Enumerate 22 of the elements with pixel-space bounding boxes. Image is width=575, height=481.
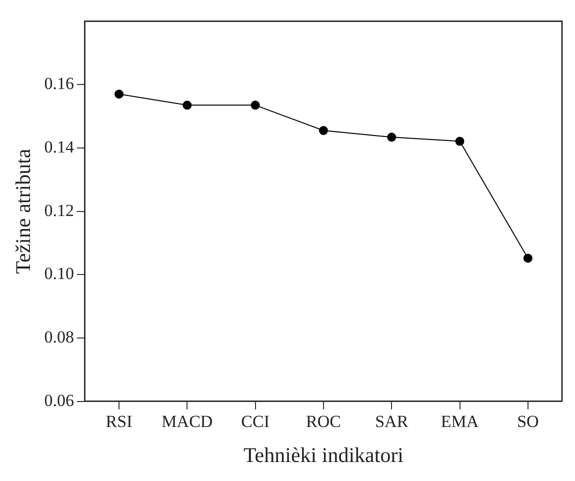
x-tick-label: MACD: [162, 412, 213, 432]
point: [114, 90, 124, 99]
y-tick-label: 0.06: [44, 390, 74, 410]
x-tick-label: ROC: [306, 412, 341, 432]
point: [387, 132, 396, 142]
x-tick-label: SAR: [375, 412, 409, 432]
point: [182, 100, 192, 110]
x-tick-label: CCI: [241, 412, 270, 432]
y-tick-label: 0.14: [44, 137, 74, 156]
point: [455, 136, 464, 146]
x-tick-label: SO: [517, 412, 539, 432]
y-tick-label: 0.08: [44, 328, 74, 346]
y-tick-label: 0.16: [44, 74, 74, 94]
x-tick-label: RSI: [106, 412, 133, 432]
point: [523, 254, 532, 263]
y-tick-label: 0.12: [44, 200, 74, 220]
point: [318, 126, 328, 136]
x-tick-label: EMA: [440, 412, 480, 432]
point: [250, 100, 260, 110]
x-axis-title: Tehnièki indikatori: [243, 442, 404, 467]
y-axis-title: Težine atributa: [11, 148, 36, 274]
y-tick-label: 0.10: [44, 264, 74, 284]
